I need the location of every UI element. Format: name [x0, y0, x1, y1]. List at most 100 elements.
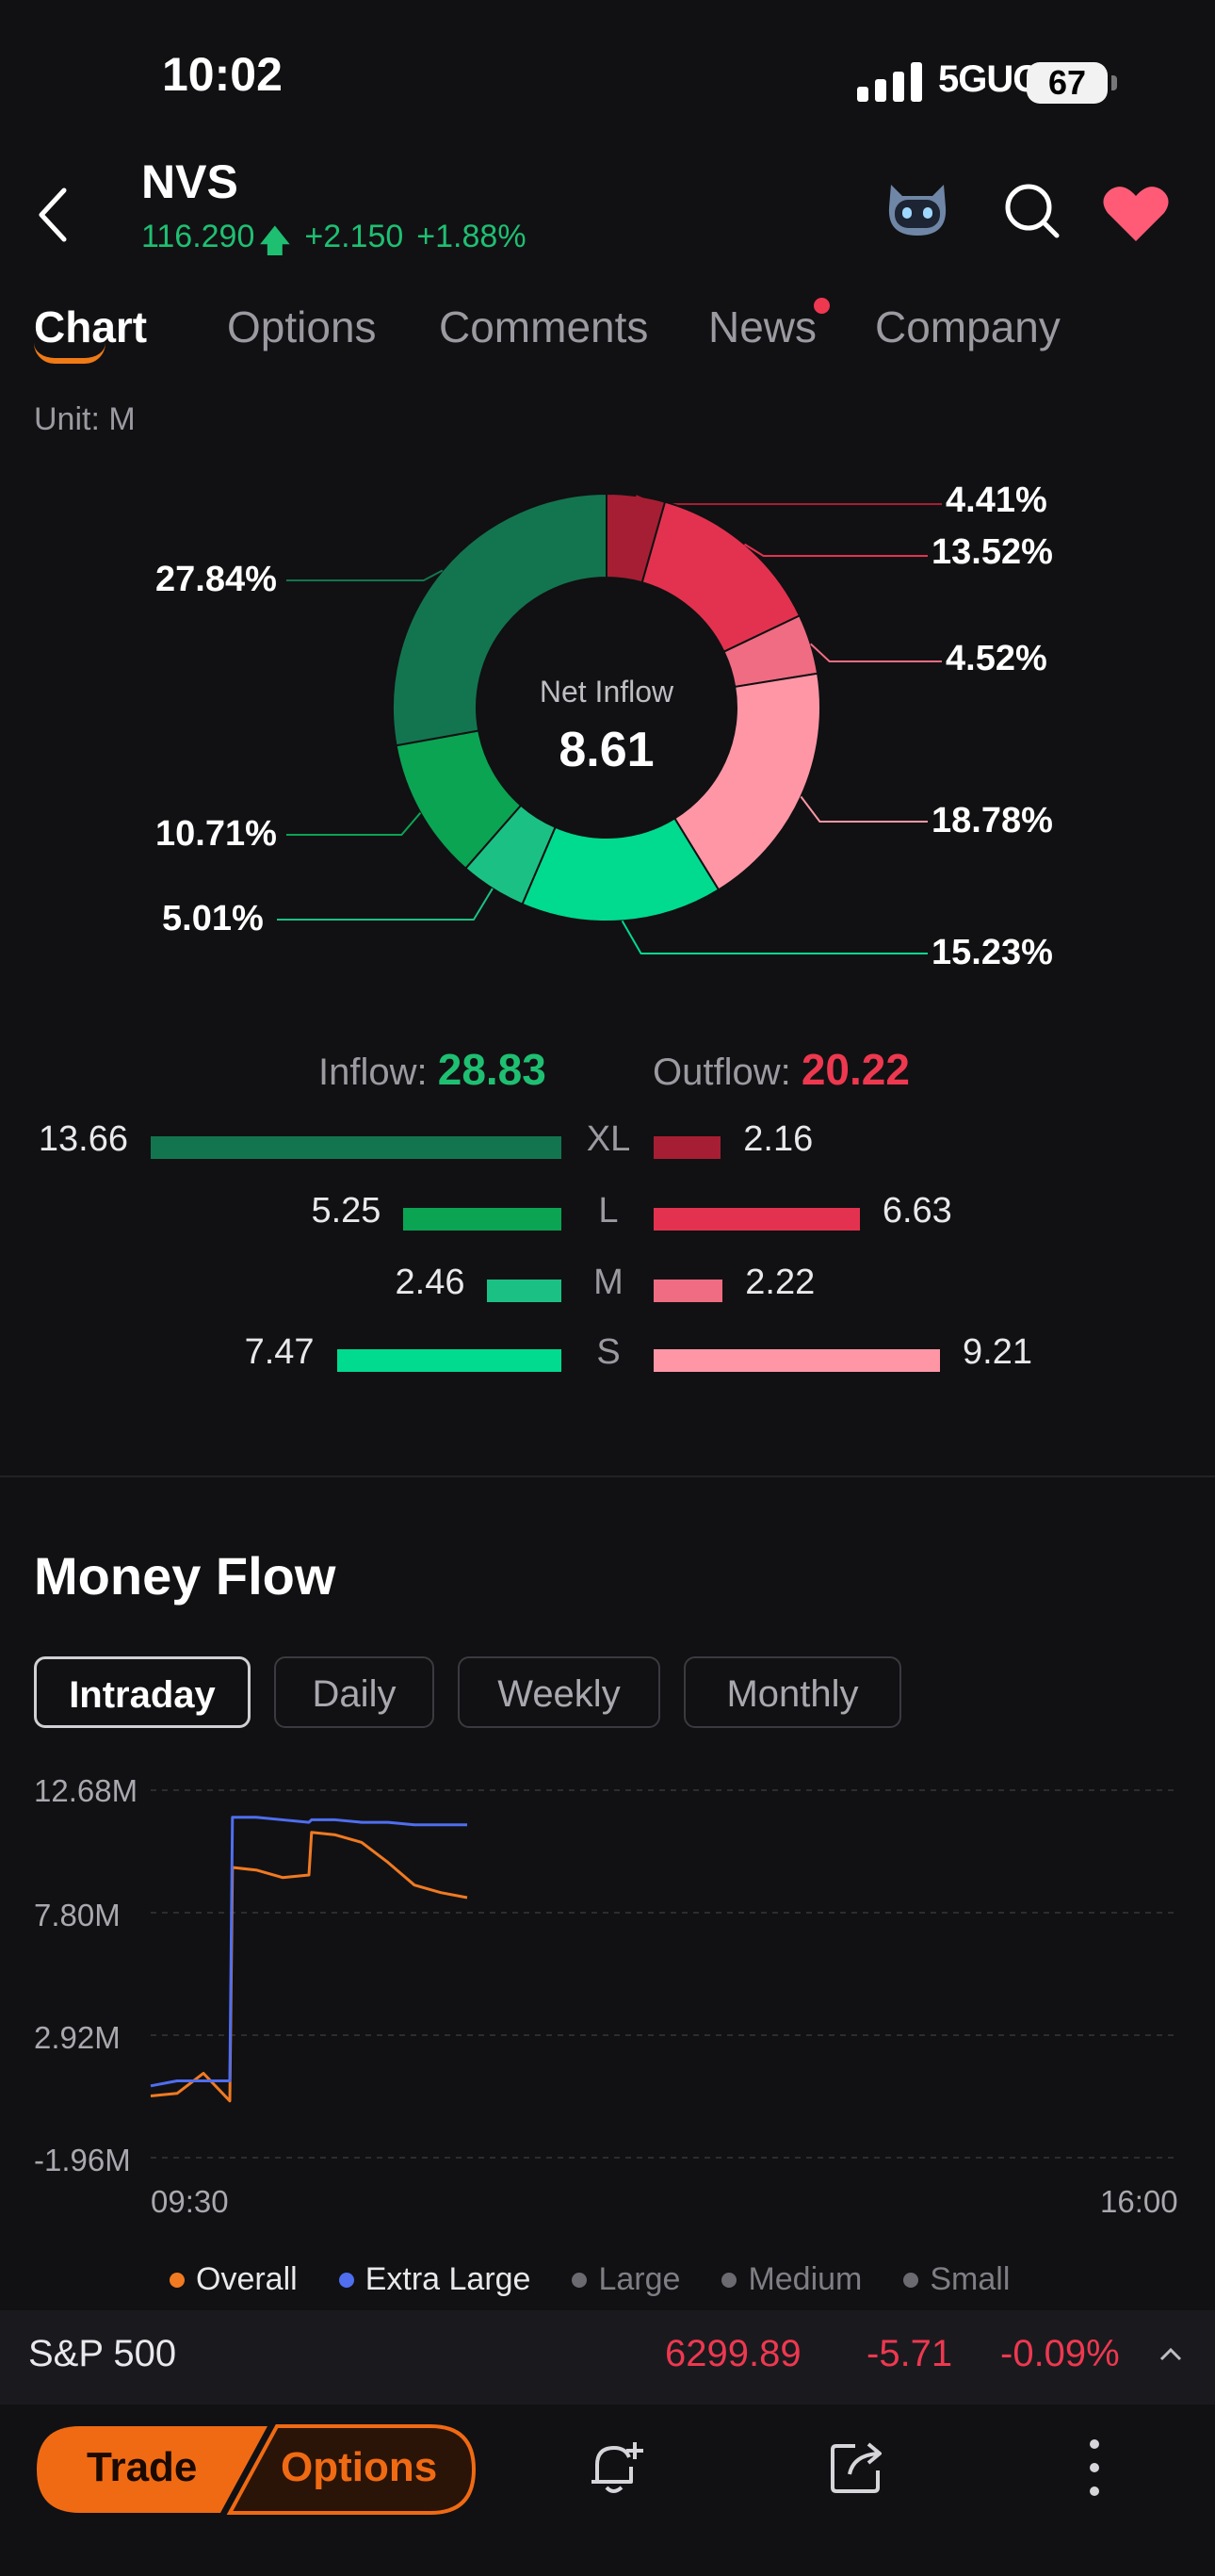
expand-button[interactable] [1157, 2340, 1185, 2373]
battery-tip [1111, 75, 1117, 90]
legend-extra-large[interactable]: Extra Large [338, 2261, 530, 2298]
money-flow-title: Money Flow [34, 1546, 336, 1606]
signal-icon [857, 62, 922, 102]
more-button[interactable] [1083, 2435, 1106, 2505]
y-tick-0: 12.68M [34, 1773, 138, 1808]
net-inflow-value: 8.61 [559, 723, 655, 777]
inflow-bar-xl [151, 1136, 561, 1159]
donut-label-l-out: 13.52% [932, 532, 1053, 572]
legend-dot [721, 2272, 737, 2288]
inflow-summary: Inflow: 28.83 [318, 1044, 546, 1095]
order-row-l: 5.25 L 6.63 [0, 1191, 1215, 1247]
period-monthly[interactable]: Monthly [684, 1656, 901, 1728]
outflow-bar-m [654, 1280, 723, 1302]
ai-assistant-button[interactable] [882, 179, 953, 246]
legend-dot [903, 2272, 919, 2288]
outflow-value-s: 9.21 [963, 1332, 1032, 1372]
period-weekly[interactable]: Weekly [458, 1656, 660, 1728]
donut-leader-1 [744, 543, 928, 557]
trade-options-button[interactable]: Trade Options [34, 2423, 477, 2520]
money-flow-chart [150, 1789, 1179, 2159]
outflow-value-m: 2.22 [745, 1263, 816, 1302]
donut-label-xl-out: 4.41% [946, 481, 1047, 520]
net-inflow-label: Net Inflow [539, 675, 674, 709]
tab-options[interactable]: Options [227, 302, 377, 351]
tab-news[interactable]: News [708, 302, 818, 351]
outflow-value-l: 6.63 [882, 1191, 952, 1231]
inflow-value-s: 7.47 [244, 1332, 315, 1372]
inflow-bar-l [403, 1208, 561, 1231]
legend-small[interactable]: Small [903, 2261, 1010, 2298]
y-tick-2: 2.92M [34, 2020, 121, 2055]
legend-label: Large [598, 2261, 681, 2297]
legend-label: Medium [748, 2261, 863, 2297]
donut-label-s-in: 15.23% [932, 933, 1053, 972]
legend-large[interactable]: Large [572, 2261, 680, 2298]
period-intraday[interactable]: Intraday [34, 1656, 251, 1728]
period-daily[interactable]: Daily [274, 1656, 434, 1728]
legend-overall[interactable]: Overall [170, 2261, 298, 2298]
category-l: L [598, 1191, 619, 1231]
order-row-xl: 13.66 XL 2.16 [0, 1119, 1215, 1176]
trade-label: Trade [87, 2444, 198, 2490]
y-tick-1: 7.80M [34, 1898, 121, 1932]
battery-icon: 67 [1027, 62, 1108, 104]
section-divider [0, 1475, 1215, 1477]
donut-leader-5 [277, 888, 494, 921]
news-badge-dot [814, 298, 830, 314]
x-tick-start: 09:30 [151, 2184, 229, 2219]
chevron-up-icon [1159, 2347, 1182, 2361]
favorite-button[interactable] [1102, 185, 1170, 248]
category-xl: XL [586, 1119, 631, 1159]
donut-slice-3 [672, 672, 821, 891]
index-name: S&P 500 [28, 2333, 177, 2374]
price-alert-button[interactable] [584, 2437, 646, 2503]
x-tick-end: 16:00 [1100, 2184, 1178, 2219]
tab-company[interactable]: Company [875, 302, 1061, 351]
unit-label: Unit: M [34, 401, 136, 437]
robot-icon [888, 185, 947, 236]
ticker-symbol: NVS [141, 155, 238, 208]
tab-bar: Chart Options Comments News Company [0, 302, 1215, 377]
quote-line: 116.290 🡅 +2.150 +1.88% [141, 219, 526, 272]
outflow-bar-xl [654, 1136, 721, 1159]
legend-label: Overall [196, 2261, 298, 2297]
options-label: Options [281, 2444, 438, 2490]
outflow-bar-s [654, 1349, 940, 1372]
outflow-summary: Outflow: 20.22 [653, 1044, 910, 1095]
price-change-pct: +1.88% [416, 219, 526, 254]
inflow-bar-s [336, 1349, 561, 1372]
category-m: M [593, 1263, 624, 1302]
search-button[interactable] [1002, 181, 1062, 246]
legend-dot [572, 2272, 588, 2288]
search-icon [1005, 184, 1060, 238]
share-icon [831, 2442, 882, 2493]
heart-icon [1103, 187, 1169, 241]
index-ticker-bar[interactable] [0, 2310, 1215, 2405]
back-button[interactable] [34, 185, 72, 250]
legend-medium[interactable]: Medium [721, 2261, 862, 2298]
donut-leader-0 [635, 495, 942, 505]
outflow-value-xl: 2.16 [743, 1119, 814, 1159]
arrow-up-icon: 🡅 [258, 223, 292, 259]
legend-dot [338, 2272, 354, 2288]
donut-leader-3 [800, 795, 928, 823]
more-vertical-icon [1090, 2439, 1099, 2496]
donut-leader-2 [810, 643, 942, 662]
donut-slice-7 [392, 492, 608, 747]
donut-label-l-in: 10.71% [155, 814, 277, 854]
trade-options-shape [37, 2424, 477, 2515]
donut-label-xl-in: 27.84% [155, 560, 277, 599]
donut-label-m-in: 5.01% [162, 899, 264, 938]
category-s: S [596, 1332, 621, 1372]
order-row-m: 2.46 M 2.22 [0, 1263, 1215, 1319]
donut-label-m-out: 4.52% [946, 639, 1047, 678]
index-value: 6299.89 [665, 2333, 802, 2374]
bell-plus-icon [591, 2442, 643, 2493]
inflow-bar-m [487, 1280, 561, 1302]
chevron-left-icon [39, 187, 67, 242]
outflow-bar-l [654, 1208, 860, 1231]
order-row-s: 7.47 S 9.21 [0, 1332, 1215, 1389]
share-button[interactable] [827, 2437, 887, 2502]
tab-comments[interactable]: Comments [439, 302, 649, 351]
